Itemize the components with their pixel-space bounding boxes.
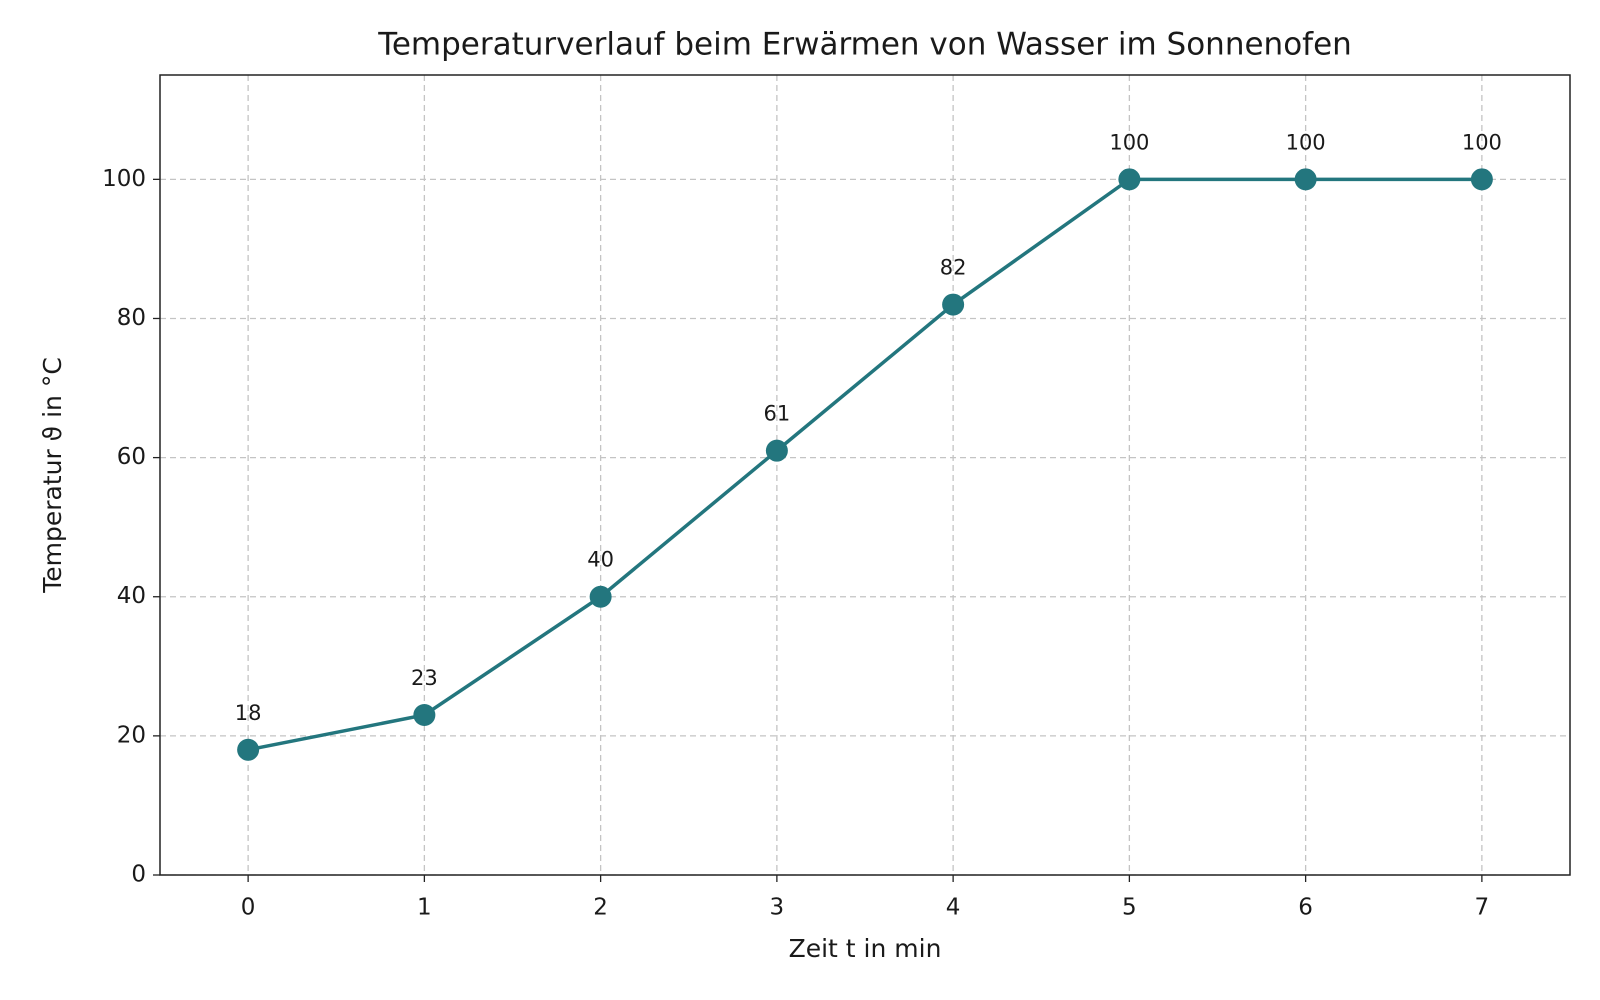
data-point	[237, 738, 260, 761]
data-label: 82	[940, 256, 967, 280]
data-point	[413, 704, 436, 726]
y-tick-label: 20	[117, 722, 146, 748]
x-tick-label: 0	[241, 895, 256, 921]
plot-frame	[159, 74, 1571, 876]
data-point	[765, 439, 788, 462]
data-label: 18	[235, 701, 262, 725]
data-point	[1294, 168, 1317, 191]
x-tick-label: 5	[1122, 895, 1137, 921]
data-label: 61	[764, 402, 791, 426]
data-label: 100	[1286, 130, 1326, 154]
x-tick-label: 4	[946, 895, 961, 921]
data-label: 23	[411, 666, 438, 690]
data-label: 100	[1462, 130, 1502, 154]
data-label: 40	[587, 548, 614, 572]
chart-title: Temperaturverlauf beim Erwärmen von Wass…	[377, 27, 1352, 63]
data-point	[1118, 168, 1141, 191]
data-point	[1470, 168, 1493, 191]
y-tick-label: 0	[131, 862, 146, 888]
x-tick-label: 7	[1475, 895, 1490, 921]
x-tick-label: 2	[593, 895, 608, 921]
y-tick-label: 60	[117, 444, 146, 470]
x-axis-label: Zeit t in min	[789, 934, 942, 963]
data-label: 100	[1109, 130, 1149, 154]
data-point	[942, 293, 965, 316]
y-tick-label: 80	[117, 305, 146, 331]
data-point	[589, 585, 612, 608]
x-tick-label: 6	[1298, 895, 1313, 921]
x-tick-label: 3	[770, 895, 785, 921]
y-tick-label: 100	[102, 166, 146, 192]
data-line	[247, 177, 1482, 752]
y-axis-label: Temperatur ϑ in °C	[38, 357, 67, 594]
x-tick-label: 1	[417, 895, 432, 921]
y-tick-label: 40	[117, 583, 146, 609]
